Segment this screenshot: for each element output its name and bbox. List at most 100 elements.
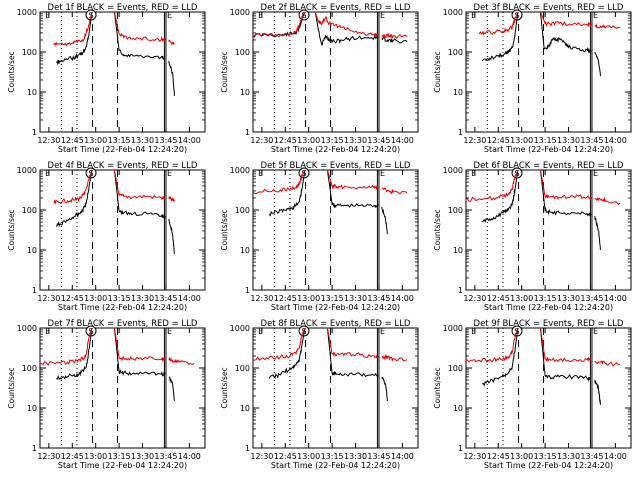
x-tick-label: 13:15	[534, 136, 557, 145]
x-tick-label: 13:00	[510, 136, 533, 145]
plot-frame	[252, 327, 419, 449]
panel-title: Det 1f BLACK = Events, RED = LLD	[48, 3, 198, 13]
events-series-line	[113, 12, 166, 60]
x-tick-label: 14:00	[604, 136, 627, 145]
x-axis-label: Start Time (22-Feb-04 12:24:20)	[58, 145, 187, 154]
x-tick-label: 14:00	[391, 294, 414, 303]
annotation-label: E	[593, 169, 598, 178]
events-series-line	[594, 51, 601, 77]
annotation-label: E	[45, 169, 50, 178]
x-axis-label: Start Time (22-Feb-04 12:24:20)	[271, 145, 400, 154]
detector-panel: Det 4f BLACK = Events, RED = LLD 1 10 100 10…	[7, 161, 206, 312]
events-series-line	[168, 218, 175, 254]
x-tick-label: 12:30	[37, 136, 60, 145]
annotation-label: E	[471, 327, 476, 336]
detector-panel: Det 3f BLACK = Events, RED = LLD 1 10 100 10…	[433, 3, 632, 154]
y-tick-label: 1	[32, 128, 37, 137]
lld-series-line	[113, 170, 166, 201]
x-tick-label: 12:30	[250, 294, 273, 303]
y-tick-label: 10	[453, 404, 463, 413]
annotation-label: E	[45, 327, 50, 336]
x-tick-label: 14:00	[178, 294, 201, 303]
y-tick-label: 100	[448, 364, 463, 373]
x-tick-label: 13:30	[344, 294, 367, 303]
annotation-label: E	[258, 11, 263, 20]
annotation-label: E	[380, 169, 385, 178]
x-tick-label: 13:15	[534, 294, 557, 303]
x-axis-label: Start Time (22-Feb-04 12:24:20)	[58, 303, 187, 312]
events-series-line	[56, 328, 93, 381]
y-tick-label: 1000	[443, 324, 463, 333]
detector-panel: Det 5f BLACK = Events, RED = LLD 1 10 100 10…	[220, 161, 419, 312]
annotation-label: E	[593, 327, 598, 336]
events-series-line	[168, 376, 175, 402]
y-tick-label: 1000	[230, 324, 250, 333]
lld-series-line	[53, 12, 93, 48]
y-axis-label: Counts/sec	[220, 51, 229, 92]
x-tick-label: 13:15	[321, 294, 344, 303]
events-series-line	[594, 216, 601, 251]
x-tick-label: 13:30	[131, 136, 154, 145]
lld-series-line	[253, 170, 306, 195]
lld-series-line	[381, 353, 408, 362]
events-series-line	[539, 328, 592, 382]
events-series-line	[381, 36, 408, 44]
x-tick-label: 12:45	[487, 452, 510, 461]
x-tick-label: 12:45	[61, 294, 84, 303]
x-tick-label: 12:45	[274, 136, 297, 145]
lld-series-line	[466, 328, 519, 363]
lld-series-line	[479, 12, 519, 36]
x-tick-label: 13:45	[154, 136, 177, 145]
y-tick-label: 100	[235, 48, 250, 57]
y-axis-label: Counts/sec	[220, 367, 229, 408]
lld-series-line	[253, 12, 306, 38]
lld-series-line	[594, 196, 621, 206]
annotation-label: E	[471, 169, 476, 178]
x-tick-label: 14:00	[391, 136, 414, 145]
x-tick-label: 13:15	[321, 452, 344, 461]
panel-title: Det 9f BLACK = Events, RED = LLD	[474, 319, 624, 329]
x-tick-label: 14:00	[178, 136, 201, 145]
annotation-label: E	[380, 327, 385, 336]
x-axis-label: Start Time (22-Feb-04 12:24:20)	[271, 303, 400, 312]
detector-panel: Det 1f BLACK = Events, RED = LLD 1 10 100 10…	[7, 3, 206, 154]
x-tick-label: 12:45	[61, 136, 84, 145]
y-axis-label: Counts/sec	[7, 209, 16, 250]
x-tick-label: 13:00	[297, 136, 320, 145]
lld-series-line	[53, 170, 93, 205]
events-series-line	[381, 376, 388, 402]
annotation-label: E	[380, 11, 385, 20]
x-tick-label: 13:45	[580, 452, 603, 461]
plot-frame	[39, 11, 206, 133]
x-tick-label: 13:00	[510, 452, 533, 461]
y-axis-label: Counts/sec	[433, 367, 442, 408]
x-tick-label: 13:15	[108, 294, 131, 303]
lld-series-line	[168, 356, 195, 366]
x-tick-label: 13:30	[344, 452, 367, 461]
y-tick-label: 10	[240, 88, 250, 97]
x-tick-label: 13:45	[154, 294, 177, 303]
y-axis-label: Counts/sec	[7, 367, 16, 408]
annotation-label: E	[167, 11, 172, 20]
detector-panel: Det 7f BLACK = Events, RED = LLD 1 10 100 10…	[7, 319, 206, 470]
detector-panel: Det 8f BLACK = Events, RED = LLD 1 10 100 10…	[220, 319, 419, 470]
y-tick-label: 1	[458, 444, 463, 453]
plot-frame	[252, 169, 419, 291]
y-tick-label: 10	[453, 246, 463, 255]
lld-series-line	[113, 12, 166, 43]
y-tick-label: 1000	[230, 166, 250, 175]
x-tick-label: 13:15	[321, 136, 344, 145]
lld-series-line	[539, 170, 592, 201]
plot-frame	[465, 11, 632, 133]
y-tick-label: 1000	[443, 8, 463, 17]
panel-title: Det 5f BLACK = Events, RED = LLD	[261, 161, 411, 171]
y-tick-label: 1000	[17, 166, 37, 175]
y-tick-label: 1	[245, 444, 250, 453]
events-series-line	[113, 328, 166, 377]
x-tick-label: 12:45	[487, 136, 510, 145]
x-tick-label: 13:45	[367, 294, 390, 303]
y-tick-label: 1000	[230, 8, 250, 17]
lld-series-line	[466, 170, 519, 202]
y-tick-label: 100	[235, 364, 250, 373]
